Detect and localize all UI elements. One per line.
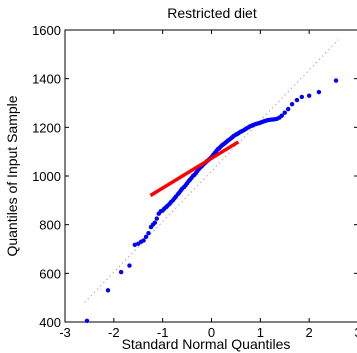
y-axis: 400 600 800 1000 1200 1400 1600 bbox=[32, 23, 357, 330]
y-tick-label: 1000 bbox=[32, 169, 61, 184]
y-tick-label: 1400 bbox=[32, 72, 61, 87]
x-axis-label: Standard Normal Quantiles bbox=[122, 336, 291, 352]
x-axis: -3 -2 -1 0 1 2 3 bbox=[59, 30, 357, 340]
data-point bbox=[141, 238, 146, 243]
data-point bbox=[154, 216, 160, 221]
data-point bbox=[118, 269, 124, 275]
chart-title: Restricted diet bbox=[167, 5, 257, 21]
data-point bbox=[146, 230, 151, 236]
data-point bbox=[84, 318, 90, 323]
plot-area bbox=[64, 29, 357, 323]
data-point bbox=[285, 106, 291, 112]
data-point bbox=[289, 102, 295, 107]
x-tick-label: -3 bbox=[59, 325, 71, 340]
y-axis-label: Quantiles of Input Sample bbox=[4, 95, 20, 256]
y-tick-label: 600 bbox=[39, 266, 61, 281]
x-tick-label: 0 bbox=[208, 325, 215, 340]
data-point bbox=[279, 113, 285, 118]
x-tick-label: -1 bbox=[157, 325, 169, 340]
y-tick-label: 400 bbox=[39, 315, 61, 330]
x-tick-label: -2 bbox=[108, 325, 120, 340]
fit-line bbox=[149, 140, 240, 197]
data-point bbox=[316, 89, 322, 95]
data-point bbox=[299, 94, 305, 100]
data-point bbox=[132, 242, 138, 248]
y-tick-label: 800 bbox=[39, 218, 61, 233]
axes-box bbox=[64, 29, 357, 323]
data-point bbox=[306, 93, 312, 98]
data-point bbox=[143, 234, 149, 240]
y-tick-label: 1600 bbox=[32, 23, 61, 38]
data-point bbox=[152, 220, 158, 225]
data-point bbox=[294, 97, 300, 103]
data-point bbox=[105, 288, 111, 293]
y-tick-label: 1200 bbox=[32, 120, 61, 135]
data-point bbox=[282, 110, 287, 115]
x-tick-label: 3 bbox=[354, 325, 357, 340]
x-tick-label: 2 bbox=[306, 325, 313, 340]
data-point bbox=[127, 263, 132, 268]
x-tick-label: 1 bbox=[257, 325, 264, 340]
data-point bbox=[333, 78, 339, 83]
